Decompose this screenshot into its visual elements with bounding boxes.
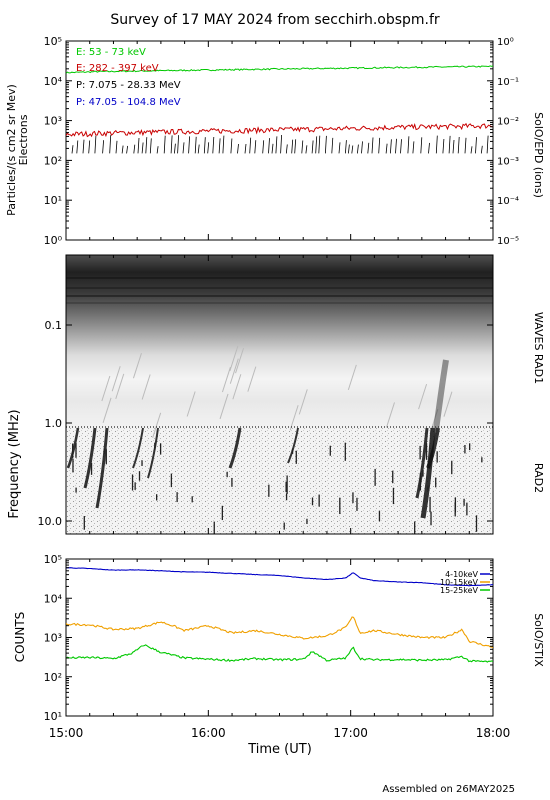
waves-streak <box>298 389 308 415</box>
waves-streak <box>418 383 428 410</box>
epd-series-line <box>66 122 493 138</box>
rad1-spectrogram <box>66 255 493 427</box>
stix-ytick-label: 10⁴ <box>44 592 63 605</box>
epd-right-label: SolO/EPD (ions) <box>532 112 545 198</box>
waves-streak <box>186 391 196 417</box>
waves-burst <box>66 427 80 469</box>
epd-y2tick-label: 10⁻¹ <box>497 77 519 88</box>
stix-legend-label: 10-15keV <box>440 578 479 587</box>
waves-streak <box>235 347 245 374</box>
waves-streak <box>101 375 111 402</box>
stix-ylabel: COUNTS <box>13 612 27 663</box>
waves-burst <box>426 427 440 469</box>
waves-ytick-label: 0.1 <box>45 319 63 332</box>
waves-rad1-label: WAVES RAD1 <box>532 312 545 384</box>
epd-panel: 10⁰ 10¹ 10² 10³ 10⁴ 10⁵ 10⁻⁵ 10⁻⁴ 10⁻³ 10⁻² 10⁻¹ 1… <box>5 35 545 247</box>
waves-burst <box>132 427 144 469</box>
stix-series-line <box>66 567 493 587</box>
waves-burst <box>420 427 436 519</box>
stix-xtick-label: 17:00 <box>333 726 368 740</box>
waves-burst <box>228 427 242 469</box>
waves-streak <box>443 391 453 417</box>
epd-ytick-label: 10⁵ <box>44 35 62 48</box>
epd-ytick-label: 10⁰ <box>44 234 63 247</box>
waves-streak <box>232 374 242 400</box>
stix-legend-label: 15-25keV <box>440 586 479 595</box>
waves-burst-rad1 <box>433 359 449 431</box>
stix-ytick-label: 10² <box>44 671 62 684</box>
stix-xtick-label: 16:00 <box>191 726 226 740</box>
stix-series-line <box>66 616 493 649</box>
waves-streak <box>229 345 239 372</box>
stix-ytick-label: 10³ <box>44 632 62 645</box>
waves-streak <box>221 366 231 393</box>
epd-legend-e-low: E: 53 - 73 keV <box>76 47 146 58</box>
epd-ylabel-electrons: Electrons <box>17 114 30 165</box>
epd-legend-e-high: E: 282 - 397 keV <box>76 63 159 74</box>
epd-proton-spikes <box>71 134 489 154</box>
stix-series-line <box>66 644 493 663</box>
waves-burst <box>147 427 159 479</box>
epd-y2tick-label: 10⁻³ <box>497 156 519 167</box>
waves-rad2-label: RAD2 <box>532 463 545 493</box>
epd-ytick-label: 10¹ <box>44 194 62 207</box>
stix-ytick-label: 10¹ <box>44 710 62 723</box>
epd-y2tick-label: 10⁰ <box>497 37 514 48</box>
stix-legend-label: 4-10keV <box>445 570 478 579</box>
waves-burst <box>95 427 109 509</box>
waves-ytick-label: 1.0 <box>45 417 63 430</box>
epd-ytick-label: 10² <box>44 154 62 167</box>
footer-assembled: Assembled on 26MAY2025 <box>382 784 515 795</box>
waves-streak <box>247 366 257 392</box>
stix-xtick-label: 15:00 <box>49 726 84 740</box>
waves-streak <box>111 366 121 392</box>
stix-xlabel: Time (UT) <box>247 742 312 757</box>
epd-y2tick-label: 10⁻⁴ <box>497 196 519 207</box>
epd-ytick-label: 10³ <box>44 115 62 128</box>
waves-streak <box>347 364 357 391</box>
waves-ytick-label: 10.0 <box>38 515 63 528</box>
stix-ytick-label: 10⁵ <box>44 553 62 566</box>
waves-streak <box>229 358 239 384</box>
waves-streak <box>219 393 229 420</box>
epd-y2tick-label: 10⁻⁵ <box>497 236 519 247</box>
epd-ylabel: Particles/(s cm2 sr Mev) <box>5 84 18 216</box>
waves-burst <box>415 427 429 499</box>
waves-streak <box>386 402 395 428</box>
stix-right-label: SolO/STIX <box>532 613 545 667</box>
waves-burst <box>83 427 97 489</box>
epd-series-line <box>66 65 493 74</box>
waves-ylabel: Frequency (MHz) <box>7 409 22 518</box>
waves-streak <box>132 353 142 379</box>
waves-streak <box>115 373 125 399</box>
waves-burst <box>287 427 299 464</box>
waves-streak <box>289 405 299 431</box>
figure-title: Survey of 17 MAY 2024 from secchirh.obsp… <box>110 12 440 28</box>
epd-legend-p-low: P: 7.075 - 28.33 MeV <box>76 80 181 91</box>
waves-streak <box>141 374 151 400</box>
stix-panel: 10¹ 10² 10³ 10⁴ 10⁵ 15:00 16:00 17:00 18:00 4-1… <box>13 553 545 757</box>
waves-panel: 0.1 1.0 10.0 Frequency (MHz) WAVES RAD1 RA… <box>7 254 545 535</box>
waves-streak <box>102 397 112 423</box>
epd-ytick-label: 10⁴ <box>44 75 63 88</box>
waves-streak <box>152 412 162 438</box>
stix-xtick-label: 18:00 <box>476 726 511 740</box>
epd-y2tick-label: 10⁻² <box>497 117 519 128</box>
epd-legend-p-high: P: 47.05 - 104.8 MeV <box>76 97 181 108</box>
